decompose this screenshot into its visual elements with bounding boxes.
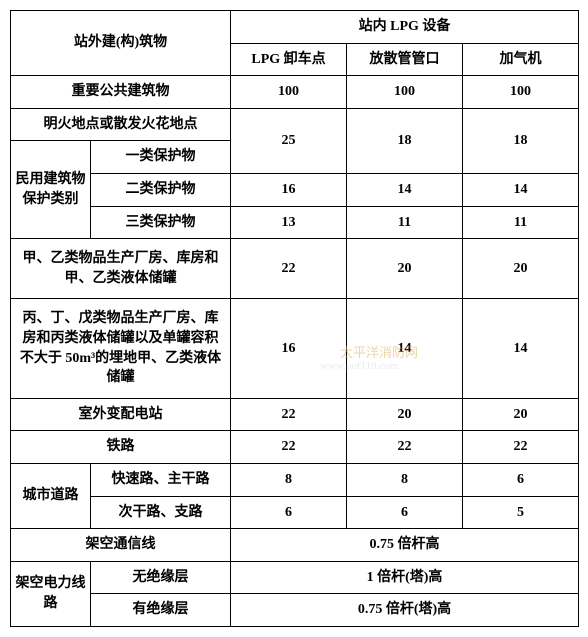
row-substation: 室外变配电站 xyxy=(11,398,231,431)
cell: 11 xyxy=(463,206,579,239)
cell: 20 xyxy=(347,398,463,431)
cell: 16 xyxy=(231,299,347,398)
cell: 20 xyxy=(347,239,463,299)
row-class3: 三类保护物 xyxy=(91,206,231,239)
row-insulation: 有绝缘层 xyxy=(91,594,231,627)
row-cde-factory: 丙、丁、戊类物品生产厂房、库房和丙类液体储罐以及单罐容积不大于 50m³的埋地甲… xyxy=(11,299,231,398)
col-dispenser: 加气机 xyxy=(463,43,579,76)
cell: 18 xyxy=(347,108,463,173)
cell-merged: 1 倍杆(塔)高 xyxy=(231,561,579,594)
cell-merged: 0.75 倍杆高 xyxy=(231,529,579,562)
cell: 22 xyxy=(347,431,463,464)
cell: 100 xyxy=(347,76,463,109)
cell: 11 xyxy=(347,206,463,239)
row-overhead-comm: 架空通信线 xyxy=(11,529,231,562)
cell: 14 xyxy=(463,299,579,398)
cell: 16 xyxy=(231,173,347,206)
cell: 14 xyxy=(463,173,579,206)
cell: 13 xyxy=(231,206,347,239)
row-ab-factory: 甲、乙类物品生产厂房、库房和甲、乙类液体储罐 xyxy=(11,239,231,299)
cell: 22 xyxy=(231,431,347,464)
row-expressway: 快速路、主干路 xyxy=(91,463,231,496)
cell: 8 xyxy=(347,463,463,496)
row-fire-spark: 明火地点或散发火花地点 xyxy=(11,108,231,141)
cell: 100 xyxy=(231,76,347,109)
row-class2: 二类保护物 xyxy=(91,173,231,206)
row-important-public: 重要公共建筑物 xyxy=(11,76,231,109)
lpg-equipment-header: 站内 LPG 设备 xyxy=(231,11,579,44)
cell: 22 xyxy=(463,431,579,464)
col-vent: 放散管管口 xyxy=(347,43,463,76)
row-railway: 铁路 xyxy=(11,431,231,464)
cell: 5 xyxy=(463,496,579,529)
row-secondary-road: 次干路、支路 xyxy=(91,496,231,529)
cell: 25 xyxy=(231,108,347,173)
cell: 14 xyxy=(347,299,463,398)
cell: 18 xyxy=(463,108,579,173)
cell: 6 xyxy=(463,463,579,496)
outer-structures-header: 站外建(构)筑物 xyxy=(11,11,231,76)
cell: 6 xyxy=(231,496,347,529)
row-civil-building-group: 民用建筑物保护类别 xyxy=(11,141,91,239)
cell: 6 xyxy=(347,496,463,529)
cell: 8 xyxy=(231,463,347,496)
cell-merged: 0.75 倍杆(塔)高 xyxy=(231,594,579,627)
lpg-distance-table: 站外建(构)筑物 站内 LPG 设备 LPG 卸车点 放散管管口 加气机 重要公… xyxy=(10,10,579,627)
row-overhead-power-group: 架空电力线路 xyxy=(11,561,91,626)
cell: 22 xyxy=(231,239,347,299)
cell: 100 xyxy=(463,76,579,109)
col-lpg-unload: LPG 卸车点 xyxy=(231,43,347,76)
cell: 14 xyxy=(347,173,463,206)
cell: 22 xyxy=(231,398,347,431)
row-class1: 一类保护物 xyxy=(91,141,231,174)
row-no-insulation: 无绝缘层 xyxy=(91,561,231,594)
cell: 20 xyxy=(463,239,579,299)
cell: 20 xyxy=(463,398,579,431)
row-city-road-group: 城市道路 xyxy=(11,463,91,528)
